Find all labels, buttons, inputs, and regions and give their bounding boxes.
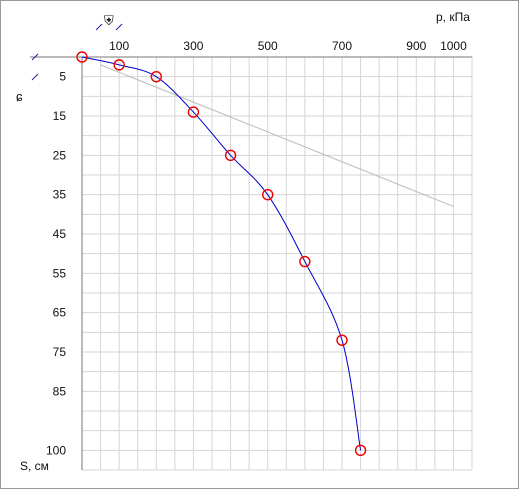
y-tick-label: 25 [53, 148, 67, 162]
y-tick-label: 35 [53, 188, 67, 202]
x-tick-label: 700 [332, 39, 352, 53]
y-tick-label: 15 [53, 109, 67, 123]
data-point [187, 106, 200, 118]
x-tick-labels: 100 300 500 700 900 1000 [109, 39, 467, 53]
y-tick-label: 45 [53, 227, 67, 241]
data-point [113, 59, 125, 71]
x-tick-label: 300 [183, 39, 203, 53]
y-tick-label: 85 [53, 384, 67, 398]
grid [81, 56, 473, 471]
data-point [150, 70, 162, 83]
axes [30, 56, 472, 470]
data-point [224, 149, 237, 162]
origin-tick-marks [31, 23, 123, 81]
settlement-symbol-icon: ɕ [16, 89, 23, 104]
x-tick-label: 900 [406, 39, 426, 53]
data-point [76, 51, 88, 63]
y-axis-title: S, см [20, 459, 49, 473]
y-tick-labels: 5 15 25 35 45 55 65 75 85 100 [46, 70, 66, 458]
reference-line [100, 64, 454, 207]
x-tick-label: 1000 [440, 39, 467, 53]
data-point [262, 188, 274, 201]
y-tick-label: 100 [46, 443, 66, 457]
settlement-curve [81, 56, 362, 451]
data-point [354, 444, 367, 457]
chart-frame [0, 0, 519, 489]
x-axis-title: p, кПа [436, 10, 470, 24]
data-point [299, 255, 311, 268]
y-tick-label: 5 [59, 70, 66, 84]
x-tick-label: 500 [258, 39, 278, 53]
y-tick-label: 75 [53, 345, 67, 359]
load-symbol-icon: ⛨ [104, 13, 114, 28]
data-point [336, 334, 348, 346]
data-markers [76, 51, 367, 457]
x-tick-label: 100 [109, 39, 129, 53]
y-tick-label: 55 [53, 266, 67, 280]
y-tick-label: 65 [53, 306, 67, 320]
